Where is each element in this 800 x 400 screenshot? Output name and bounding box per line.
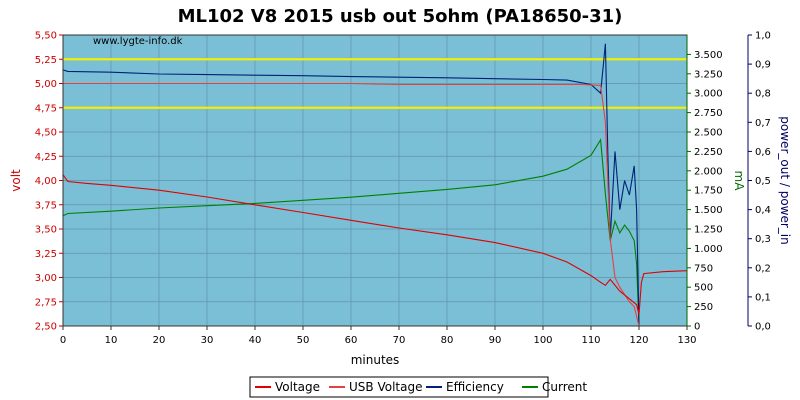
y-right1-tick-label: 1.500 bbox=[694, 205, 723, 216]
x-tick-label: 0 bbox=[60, 335, 66, 346]
y-right1-tick-label: 1.750 bbox=[694, 186, 723, 197]
series-line-usb-voltage bbox=[63, 82, 687, 327]
x-tick-label: 50 bbox=[297, 335, 310, 346]
y-left-tick-label: 5,25 bbox=[35, 55, 57, 66]
y-axis-right1-label: mA bbox=[732, 171, 746, 192]
x-tick-label: 130 bbox=[677, 335, 696, 346]
legend: Voltage USB Voltage Efficiency Current bbox=[249, 376, 587, 398]
y-left-tick-label: 4,00 bbox=[35, 176, 57, 187]
y-right1-tick-label: 2.500 bbox=[694, 128, 723, 139]
y-left-tick-label: 4,50 bbox=[35, 128, 57, 139]
y-left-tick-label: 4,75 bbox=[35, 103, 57, 114]
y-left-tick-label: 5,00 bbox=[35, 79, 57, 90]
x-tick-label: 80 bbox=[441, 335, 454, 346]
y-right1-tick-label: 3.000 bbox=[694, 89, 723, 100]
x-tick-label: 60 bbox=[345, 335, 358, 346]
series-lines bbox=[62, 43, 688, 327]
axes: 0 10 20 30 40 50 60 70 80 90 100 110 120 130 2,50 2,75 3… bbox=[35, 31, 771, 347]
y-right2-tick-label: 0,6 bbox=[755, 147, 771, 158]
y-right2-tick-label: 0,8 bbox=[755, 89, 771, 100]
y-right1-tick-label: 1.000 bbox=[694, 244, 723, 255]
x-tick-label: 30 bbox=[201, 335, 214, 346]
series-line-voltage bbox=[62, 174, 688, 315]
x-axis-label: minutes bbox=[351, 353, 400, 367]
y-right1-tick-label: 750 bbox=[694, 263, 713, 274]
legend-box bbox=[249, 376, 549, 398]
legend-label: Efficiency bbox=[446, 380, 504, 394]
x-tick-label: 20 bbox=[153, 335, 166, 346]
y-right2-tick-label: 0,2 bbox=[755, 263, 771, 274]
series-line-efficiency bbox=[62, 43, 687, 327]
x-tick-label: 10 bbox=[105, 335, 118, 346]
y-right1-tick-label: 1.250 bbox=[694, 225, 723, 236]
legend-label: USB Voltage bbox=[349, 380, 422, 394]
y-right1-tick-label: 2.250 bbox=[694, 147, 723, 158]
y-right2-tick-label: 0,4 bbox=[755, 205, 771, 216]
y-left-tick-label: 4,25 bbox=[35, 152, 57, 163]
y-right2-tick-label: 0,5 bbox=[755, 176, 771, 187]
x-tick-label: 40 bbox=[249, 335, 262, 346]
y-left-tick-label: 3,25 bbox=[35, 249, 57, 260]
y-left-tick-label: 2,50 bbox=[35, 322, 57, 333]
x-tick-label: 120 bbox=[629, 335, 648, 346]
y-right1-tick-label: 3.250 bbox=[694, 69, 723, 80]
y-right2-tick-label: 0,1 bbox=[755, 292, 771, 303]
chart-title: ML102 V8 2015 usb out 5ohm (PA18650-31) bbox=[178, 6, 623, 27]
x-tick-label: 70 bbox=[393, 335, 406, 346]
y-right2-tick-label: 0,0 bbox=[755, 322, 771, 333]
reference-lines bbox=[63, 58, 687, 109]
y-right1-tick-label: 500 bbox=[694, 283, 713, 294]
y-right2-tick-label: 1,0 bbox=[755, 31, 771, 42]
y-right2-tick-label: 0,3 bbox=[755, 234, 771, 245]
y-axis-right2-label: power_out / power_in bbox=[778, 116, 792, 244]
y-right2-tick-label: 0,9 bbox=[755, 60, 771, 71]
watermark: www.lygte-info.dk bbox=[93, 36, 183, 47]
y-left-tick-label: 5,50 bbox=[35, 31, 57, 42]
legend-label: Current bbox=[542, 380, 587, 394]
x-tick-label: 90 bbox=[489, 335, 502, 346]
y-right1-tick-label: 0 bbox=[694, 322, 700, 333]
y-right1-tick-label: 2.000 bbox=[694, 166, 723, 177]
y-right1-tick-label: 2.750 bbox=[694, 108, 723, 119]
y-right1-tick-label: 3.500 bbox=[694, 50, 723, 61]
x-tick-label: 110 bbox=[581, 335, 600, 346]
y-right1-tick-label: 250 bbox=[694, 302, 713, 313]
y-left-tick-label: 3,75 bbox=[35, 200, 57, 211]
y-left-tick-label: 3,50 bbox=[35, 225, 57, 236]
legend-label: Voltage bbox=[275, 380, 320, 394]
y-left-tick-label: 2,75 bbox=[35, 297, 57, 308]
y-right2-tick-label: 0,7 bbox=[755, 118, 771, 129]
x-tick-label: 100 bbox=[533, 335, 552, 346]
y-left-tick-label: 3,00 bbox=[35, 273, 57, 284]
series-line-current bbox=[62, 138, 687, 327]
y-axis-left-label: volt bbox=[9, 169, 23, 192]
